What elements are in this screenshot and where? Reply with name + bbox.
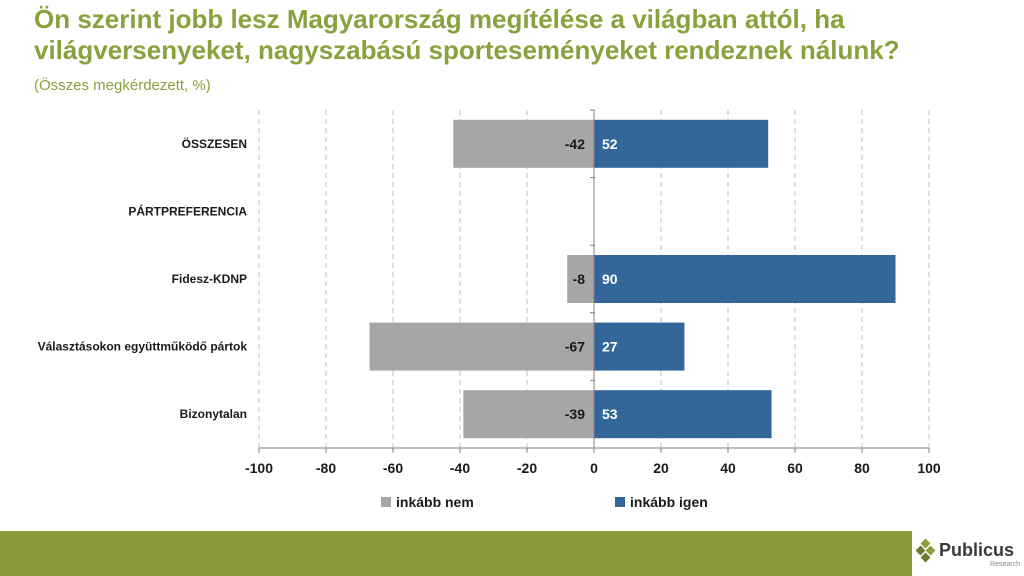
data-label: -42: [565, 136, 585, 152]
x-tick-label: 100: [917, 460, 941, 476]
data-label: -67: [565, 339, 585, 355]
legend-swatch: [615, 497, 625, 507]
x-tick-label: -60: [383, 460, 403, 476]
legend-label: inkább nem: [396, 494, 474, 510]
bar: [594, 255, 896, 303]
x-tick-label: -20: [517, 460, 537, 476]
bar: [594, 322, 685, 371]
publicus-logo-icon: [916, 538, 936, 563]
x-tick-label: -40: [450, 460, 470, 476]
category-label: PÁRTPREFERENCIA: [128, 203, 247, 218]
data-label: 90: [602, 271, 618, 287]
bar: [453, 119, 594, 168]
data-label: 53: [602, 406, 618, 422]
bar: [567, 255, 594, 303]
data-label: 27: [602, 339, 618, 355]
x-tick-label: 60: [787, 460, 803, 476]
data-label: -8: [573, 271, 586, 287]
legend-swatch: [381, 497, 391, 507]
x-tick-label: -100: [245, 460, 273, 476]
category-label: ÖSSZESEN: [182, 136, 247, 151]
bar: [463, 390, 594, 439]
x-tick-label: 0: [590, 460, 598, 476]
category-label: Választásokon együttműködő pártok: [38, 340, 248, 354]
chart-subtitle: (Összes megkérdezett, %): [34, 77, 211, 94]
bar: [594, 390, 772, 439]
x-tick-label: 40: [720, 460, 736, 476]
brand-subtitle: Research: [990, 561, 1020, 568]
chart-title: Ön szerint jobb lesz Magyarország megíté…: [34, 4, 900, 65]
bar: [594, 119, 769, 168]
x-tick-label: -80: [316, 460, 336, 476]
x-tick-label: 20: [653, 460, 669, 476]
data-label: -39: [565, 406, 585, 422]
bar: [369, 322, 594, 371]
brand-name: Publicus: [939, 540, 1015, 560]
publicus-logo: Publicus Research: [912, 531, 1024, 576]
footer-bar: [0, 531, 1024, 576]
category-label: Bizonytalan: [180, 407, 247, 421]
legend-label: inkább igen: [630, 494, 708, 510]
x-tick-label: 80: [854, 460, 870, 476]
data-label: 52: [602, 136, 618, 152]
chart: -42 52 ÖSSZESEN PÁRTPREFERENCIA -8 90 Fidesz-K…: [38, 109, 941, 510]
category-label: Fidesz-KDNP: [172, 272, 247, 286]
